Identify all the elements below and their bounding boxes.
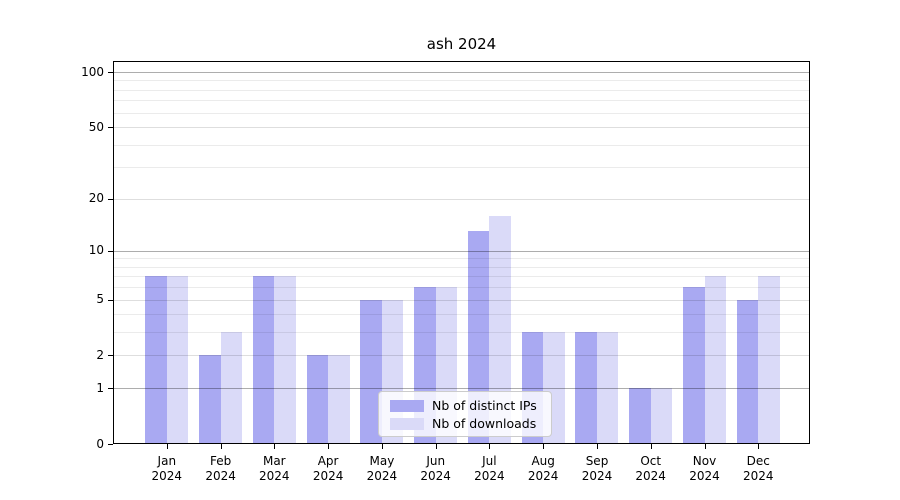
y-tick-label: 20 [88,191,104,206]
gridline-minor [113,167,810,169]
y-tick-mark [108,127,113,129]
x-tick-label: Aug 2024 [527,454,559,483]
gridline-minor [113,332,810,334]
bar-distinct-ips [145,276,167,444]
x-tick-mark [758,444,760,449]
bar-downloads [596,332,619,444]
y-tick-mark [108,355,113,357]
legend-item-downloads: Nb of downloads [390,415,551,433]
x-tick-mark [220,444,222,449]
y-tick-mark [108,444,113,445]
x-tick-label: Oct 2024 [635,454,666,483]
x-tick-label: Jan 2024 [151,454,183,483]
x-tick-label: Feb 2024 [205,454,236,483]
x-tick-label: Apr 2024 [312,454,344,483]
bar-distinct-ips [629,388,651,444]
y-tick-mark [108,72,113,73]
y-tick-label: 100 [81,64,104,79]
gridline-minor [113,144,810,146]
gridline-tick [113,127,810,129]
gridline-minor [113,287,810,289]
y-tick-label: 5 [96,292,104,307]
gridline-tick [113,355,810,357]
y-tick-label: 0 [96,436,104,451]
x-tick-mark [274,444,276,449]
y-tick-mark [108,299,113,301]
x-tick-mark [597,444,598,449]
bar-distinct-ips [252,276,275,444]
legend-label-downloads: Nb of downloads [432,416,537,431]
bar-downloads [166,276,189,444]
gridline-minor [113,89,810,91]
x-tick-label: May 2024 [366,454,398,483]
x-tick-label: Sep 2024 [581,454,613,483]
y-tick-mark [108,388,113,390]
y-tick-label: 2 [96,347,104,362]
bar-downloads [650,388,673,444]
legend-swatch-downloads [390,418,424,430]
x-tick-label: Jul 2024 [474,454,505,483]
legend: Nb of distinct IPs Nb of downloads [378,391,552,437]
x-tick-mark [704,444,706,449]
x-tick-label: Jun 2024 [420,454,451,483]
gridline-tick [113,299,810,301]
x-tick-mark [650,444,652,449]
gridline-minor [113,314,810,316]
y-tick-label: 1 [96,380,104,395]
chart-title: ash 2024 [426,35,497,53]
bar-downloads [274,276,296,444]
x-tick-label: Nov 2024 [689,454,720,483]
bar-downloads [328,355,350,444]
bar-distinct-ips [199,355,221,444]
x-tick-mark [435,444,437,449]
legend-swatch-distinct-ips [390,400,424,412]
y-tick-label: 10 [88,243,104,258]
gridline-minor [113,100,810,102]
y-tick-mark [108,198,113,200]
gridline-major [113,250,810,252]
x-tick-mark [328,444,330,449]
x-tick-label: Mar 2024 [259,454,290,483]
y-tick-mark [108,250,113,252]
plot-area [113,61,810,444]
x-tick-mark [381,444,383,449]
bar-downloads [220,332,243,444]
bar-downloads [758,276,780,444]
gridline-minor [113,258,810,260]
bar-distinct-ips [683,287,705,444]
bar-downloads [704,276,726,444]
gridline-minor [113,266,810,268]
bar-downloads [489,215,511,444]
bar-distinct-ips [360,299,382,444]
gridline-major [113,72,810,73]
bar-distinct-ips [306,355,329,444]
y-tick-label: 50 [88,119,104,134]
gridline-tick [113,198,810,200]
gridline-major [113,388,810,390]
x-tick-mark [489,444,491,449]
legend-item-distinct-ips: Nb of distinct IPs [390,397,551,415]
x-tick-label: Dec 2024 [743,454,774,483]
x-tick-mark [166,444,168,449]
bar-distinct-ips [575,332,597,444]
x-tick-mark [543,444,545,449]
gridline-minor [113,276,810,278]
gridline-minor [113,80,810,82]
bar-distinct-ips [736,299,759,444]
bar-distinct-ips [467,231,490,444]
legend-label-distinct-ips: Nb of distinct IPs [432,398,537,413]
gridline-minor [113,112,810,114]
